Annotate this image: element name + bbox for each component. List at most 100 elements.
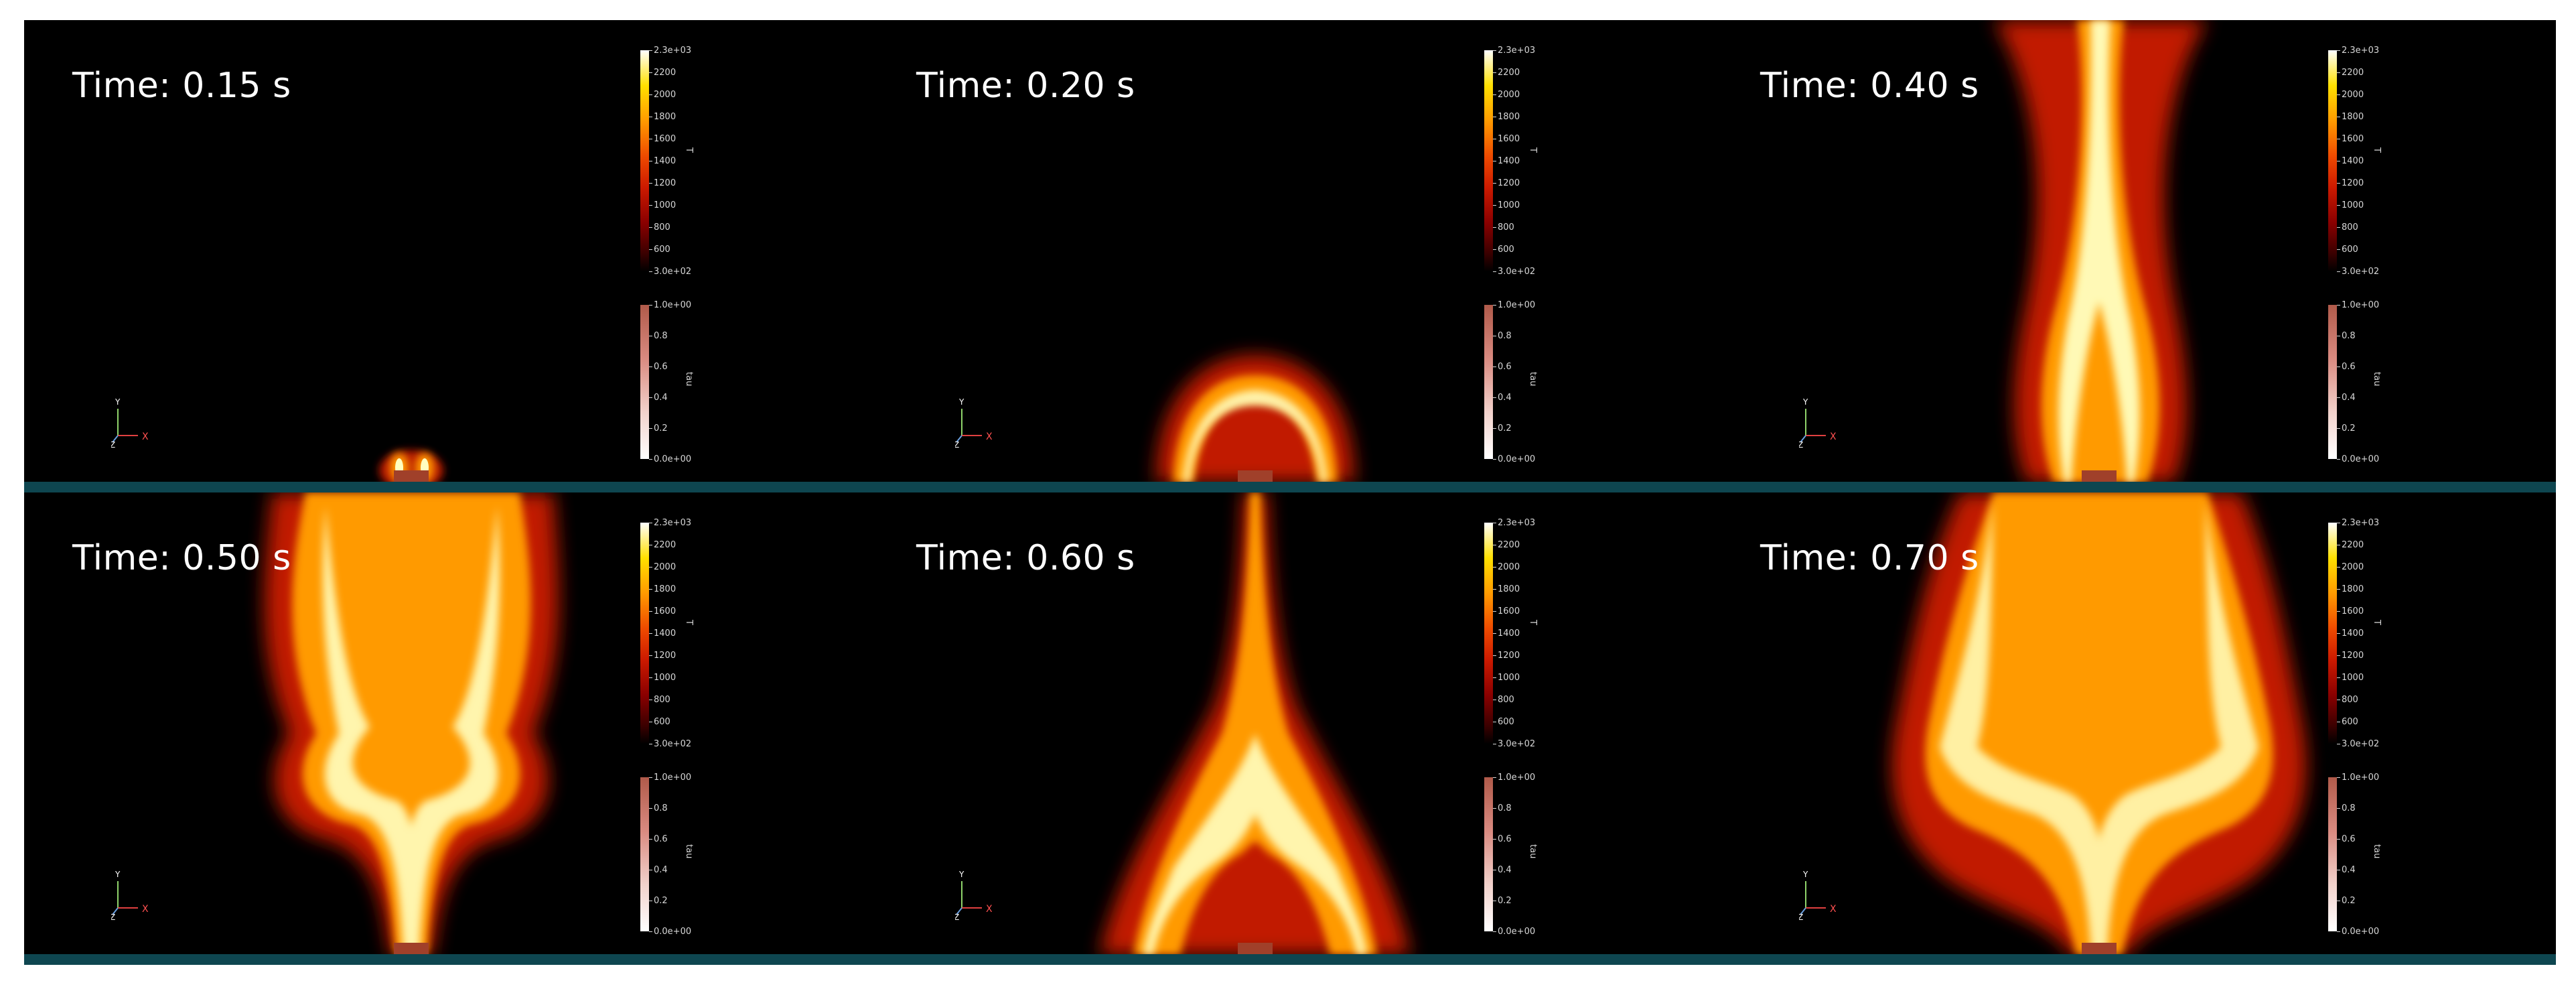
temperature-tick-label: 3.0e+02 xyxy=(1492,267,1536,277)
temperature-tick-label: 1600 xyxy=(648,134,676,144)
temperature-colorbar-title: T xyxy=(2372,147,2382,153)
temperature-tick-label: 800 xyxy=(2337,695,2358,705)
orientation-axes: Y Z X xyxy=(955,870,993,921)
tau-tick-label: 0.6 xyxy=(2337,834,2356,844)
flame-plume xyxy=(1100,492,1411,955)
flame-mid xyxy=(292,492,531,955)
svg-text:Y: Y xyxy=(115,397,121,407)
simulation-panel-3: Time: 0.40 s Y Z X 2.3e+03 2200 2000 1800 16… xyxy=(1712,20,2556,492)
time-label: Time: 0.70 s xyxy=(1760,538,1979,578)
time-label: Time: 0.60 s xyxy=(916,538,1135,578)
temperature-tick-label: 1400 xyxy=(648,156,676,166)
burner-inlet xyxy=(394,470,429,482)
temperature-tick-label: 2000 xyxy=(2336,90,2364,100)
svg-text:Y: Y xyxy=(115,870,121,879)
temperature-tick-label: 2200 xyxy=(1492,540,1520,550)
tau-tick-label: 1.0e+00 xyxy=(1492,300,1536,310)
tau-tick-label: 0.4 xyxy=(1493,393,1512,403)
tau-colorbar-title: tau xyxy=(1528,844,1538,859)
tau-tick-label: 0.2 xyxy=(2337,896,2356,906)
temperature-tick-label: 1400 xyxy=(1492,156,1520,166)
tau-tick-label: 0.8 xyxy=(1493,803,1512,813)
temperature-tick-label: 1200 xyxy=(648,651,676,661)
flame-mid xyxy=(1173,375,1338,482)
ground-plane xyxy=(24,482,868,492)
burner-inlet xyxy=(394,943,429,955)
tau-tick-label: 0.6 xyxy=(1493,362,1512,372)
tau-tick-label: 1.0e+00 xyxy=(1492,773,1536,783)
temperature-colorbar xyxy=(2328,50,2337,271)
flame-plume xyxy=(379,450,443,490)
flame-plume xyxy=(1891,492,2307,955)
temperature-colorbar xyxy=(2328,523,2337,744)
orientation-axes: Y Z X xyxy=(1799,870,1837,921)
flame-plume xyxy=(1993,20,2208,482)
burner-inlet xyxy=(2082,470,2117,482)
flame-mid xyxy=(1925,492,2273,955)
temperature-tick-label: 2200 xyxy=(648,540,676,550)
svg-text:X: X xyxy=(986,904,993,915)
flame-plume xyxy=(1156,355,1354,482)
temperature-tick-label: 2000 xyxy=(1492,562,1520,572)
tau-tick-label: 0.4 xyxy=(649,865,668,875)
flame-core xyxy=(323,506,500,955)
temperature-tick-label: 600 xyxy=(2337,717,2358,727)
svg-text:X: X xyxy=(1830,432,1837,442)
tau-tick-label: 0.0e+00 xyxy=(648,454,692,464)
ground-plane xyxy=(1712,954,2556,965)
temperature-tick-label: 2.3e+03 xyxy=(2336,518,2380,528)
flame-core xyxy=(1183,390,1328,482)
orientation-axes: Y Z X xyxy=(955,397,993,449)
temperature-tick-label: 1000 xyxy=(1492,200,1520,210)
time-label: Time: 0.20 s xyxy=(916,66,1135,106)
tau-tick-label: 0.4 xyxy=(649,393,668,403)
tau-tick-label: 1.0e+00 xyxy=(648,300,692,310)
temperature-tick-label: 1000 xyxy=(648,200,676,210)
orientation-axes: Y Z X xyxy=(111,397,149,449)
temperature-tick-label: 1000 xyxy=(2336,200,2364,210)
tau-tick-label: 1.0e+00 xyxy=(2336,773,2380,783)
temperature-tick-label: 2000 xyxy=(648,90,676,100)
temperature-colorbar xyxy=(640,50,649,271)
tau-tick-label: 0.0e+00 xyxy=(2336,454,2380,464)
flame-core xyxy=(1940,499,2259,955)
tau-colorbar-title: tau xyxy=(2372,844,2382,859)
tau-tick-label: 0.8 xyxy=(1493,331,1512,341)
temperature-tick-label: 1600 xyxy=(1492,134,1520,144)
temperature-tick-label: 1000 xyxy=(1492,673,1520,683)
temperature-tick-label: 1400 xyxy=(2336,156,2364,166)
tau-tick-label: 0.0e+00 xyxy=(648,927,692,937)
temperature-tick-label: 1200 xyxy=(2336,651,2364,661)
temperature-tick-label: 800 xyxy=(1493,222,1514,233)
tau-tick-label: 0.0e+00 xyxy=(1492,927,1536,937)
temperature-colorbar xyxy=(1484,50,1493,271)
tau-tick-label: 0.0e+00 xyxy=(1492,454,1536,464)
orientation-axes: Y Z X xyxy=(111,870,149,921)
temperature-tick-label: 1600 xyxy=(2336,134,2364,144)
temperature-tick-label: 2.3e+03 xyxy=(1492,46,1536,56)
tau-tick-label: 0.6 xyxy=(649,362,668,372)
svg-text:X: X xyxy=(142,904,149,915)
svg-text:Z: Z xyxy=(1799,913,1803,921)
temperature-tick-label: 1800 xyxy=(1492,584,1520,594)
temperature-tick-label: 2000 xyxy=(1492,90,1520,100)
tau-colorbar xyxy=(2328,777,2337,931)
simulation-panel-2: Time: 0.20 s Y Z X 2.3e+03 2200 2000 1800 16… xyxy=(868,20,1712,492)
temperature-tick-label: 600 xyxy=(1493,245,1514,255)
temperature-tick-label: 2.3e+03 xyxy=(648,518,692,528)
temperature-tick-label: 1200 xyxy=(648,178,676,188)
temperature-tick-label: 600 xyxy=(2337,245,2358,255)
temperature-tick-label: 1000 xyxy=(648,673,676,683)
temperature-tick-label: 600 xyxy=(649,717,670,727)
temperature-tick-label: 600 xyxy=(649,245,670,255)
svg-text:X: X xyxy=(142,432,149,442)
temperature-tick-label: 1600 xyxy=(648,606,676,616)
tau-tick-label: 0.2 xyxy=(1493,423,1512,434)
simulation-panel-6: Time: 0.70 s Y Z X 2.3e+03 2200 2000 1800 16… xyxy=(1712,492,2556,965)
temperature-tick-label: 3.0e+02 xyxy=(2336,739,2380,749)
tau-colorbar xyxy=(640,305,649,459)
tau-tick-label: 0.2 xyxy=(1493,896,1512,906)
tau-colorbar xyxy=(640,777,649,931)
time-label: Time: 0.15 s xyxy=(72,66,291,106)
temperature-tick-label: 1600 xyxy=(2336,606,2364,616)
